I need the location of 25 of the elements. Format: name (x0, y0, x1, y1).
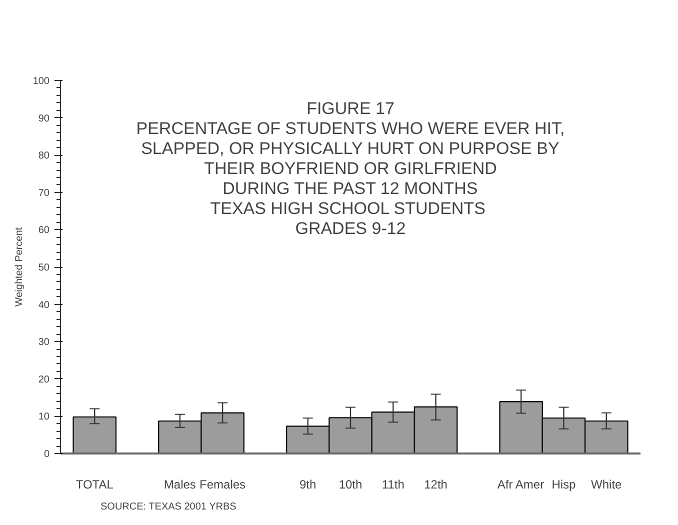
y-tick-label: 20 (38, 374, 50, 386)
x-tick-label: 9th (300, 478, 316, 492)
x-tick-label: White (591, 478, 622, 492)
x-tick-label: 12th (424, 478, 448, 492)
y-tick-label: 80 (38, 150, 50, 162)
x-tick-label: TOTAL (76, 478, 114, 492)
text: FIGURE 17 PERCENTAGE OF STUDENTS WHO WERE EVER HIT, SLAPPED, OR PHYSICALLY HURT ON PURPOSE BY THEIR BOYFRIEND OR GIRLFRIEND DURING THE PAST 12 MONTHS TEXAS HIGH SCHOOL STUDENTS GRADES 9-12 (136, 99, 565, 238)
y-tick-label: 70 (38, 188, 50, 199)
y-tick-label: 40 (38, 300, 50, 311)
source-note: SOURCE: TEXAS 2001 YRBS (100, 502, 237, 512)
y-axis-title: Weighted Percent (14, 227, 25, 307)
y-tick-label: 90 (38, 113, 50, 124)
y-tick-label: 50 (38, 262, 50, 274)
x-tick-label: 10th (338, 478, 362, 492)
bar (72, 416, 117, 454)
y-tick-label: 30 (38, 337, 50, 348)
x-tick-label: Afr Amer (497, 478, 544, 492)
y-tick-label: 100 (32, 76, 50, 87)
y-tick-label: 0 (44, 449, 50, 460)
y-tick-label: 60 (38, 225, 50, 236)
x-tick-label: Hisp (552, 478, 576, 492)
y-tick-label: 10 (38, 412, 50, 423)
x-tick-label: 11th (382, 478, 404, 492)
x-tick-label: Females (200, 478, 246, 492)
x-tick-label: Males (164, 478, 196, 492)
